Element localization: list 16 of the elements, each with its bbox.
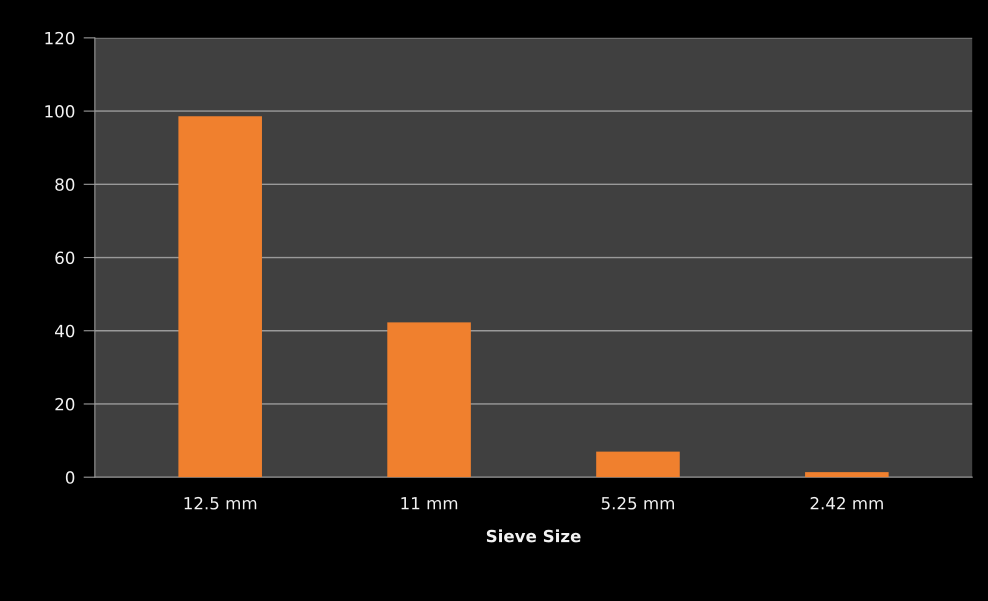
y-tick-label: 0 xyxy=(66,471,74,484)
y-tick-label: 120 xyxy=(45,32,74,44)
bar xyxy=(178,116,262,478)
bar xyxy=(805,472,889,478)
y-tick-label: 20 xyxy=(55,398,74,411)
x-tick-label: 11 mm xyxy=(401,497,458,510)
bar xyxy=(387,322,471,478)
bar xyxy=(596,452,680,478)
x-tick-label: 2.42 mm xyxy=(810,496,883,510)
y-tick-label: 80 xyxy=(55,178,74,191)
x-tick-label: 5.25 mm xyxy=(602,496,674,510)
y-tick-label: 60 xyxy=(55,251,74,264)
x-axis-title: Sieve Size xyxy=(486,529,581,542)
y-tick-label: 100 xyxy=(45,105,74,118)
x-tick-label: 12.5 mm xyxy=(184,496,256,510)
y-tick-label: 40 xyxy=(55,324,74,338)
